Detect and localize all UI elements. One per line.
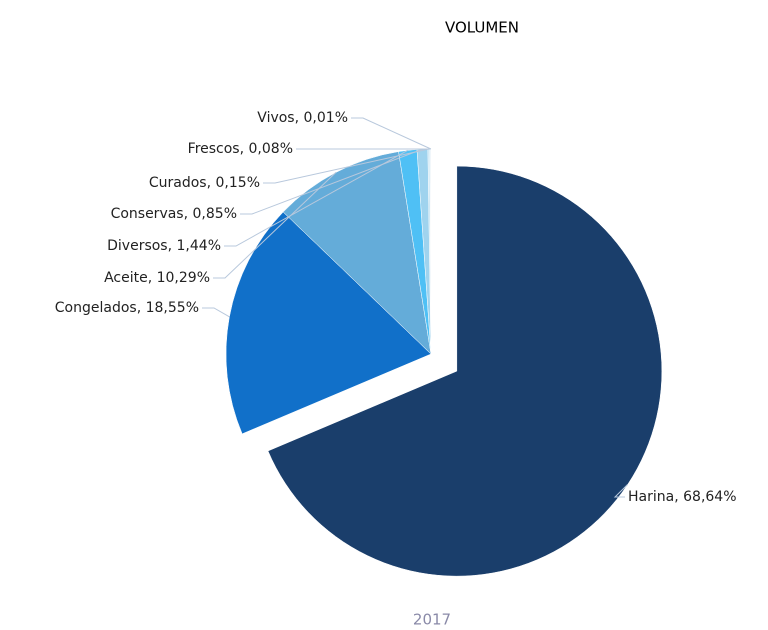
leader-line — [613, 484, 629, 498]
label-category: Harina — [628, 489, 674, 505]
data-label: Curados, 0,15% — [149, 175, 260, 191]
label-value: 18,55% — [146, 300, 199, 316]
label-separator: , — [137, 300, 146, 316]
label-separator: , — [148, 270, 157, 286]
data-label: Harina, 68,64% — [628, 489, 737, 505]
chart-title: VOLUMEN — [445, 19, 519, 37]
data-label: Conservas, 0,85% — [111, 206, 237, 222]
data-label: Diversos, 1,44% — [107, 238, 221, 254]
label-value: 1,44% — [177, 238, 221, 254]
label-separator: , — [295, 110, 304, 126]
label-category: Congelados — [55, 300, 137, 316]
label-value: 10,29% — [157, 270, 210, 286]
data-label: Congelados, 18,55% — [55, 300, 199, 316]
label-category: Vivos — [257, 110, 294, 126]
label-category: Aceite — [104, 270, 148, 286]
label-value: 68,64% — [683, 489, 736, 505]
label-separator: , — [168, 238, 177, 254]
leader-line — [213, 172, 337, 279]
chart-subtitle: 2017 — [413, 611, 451, 629]
data-label: Frescos, 0,08% — [188, 141, 293, 157]
label-separator: , — [674, 489, 683, 505]
label-category: Diversos — [107, 238, 167, 254]
label-category: Conservas — [111, 206, 184, 222]
leader-line — [351, 117, 432, 150]
leader-line — [224, 149, 408, 247]
pie-slice — [282, 151, 432, 355]
leader-line — [263, 148, 429, 184]
label-category: Frescos — [188, 141, 240, 157]
label-category: Curados — [149, 175, 207, 191]
leader-line — [202, 307, 230, 318]
leader-line — [240, 148, 423, 215]
label-value: 0,08% — [249, 141, 293, 157]
pie-slice — [225, 211, 432, 435]
label-separator: , — [184, 206, 193, 222]
label-value: 0,85% — [193, 206, 237, 222]
label-value: 0,15% — [216, 175, 260, 191]
label-separator: , — [207, 175, 216, 191]
label-value: 0,01% — [304, 110, 348, 126]
data-label: Aceite, 10,29% — [104, 270, 210, 286]
label-separator: , — [240, 141, 249, 157]
data-label: Vivos, 0,01% — [257, 110, 348, 126]
